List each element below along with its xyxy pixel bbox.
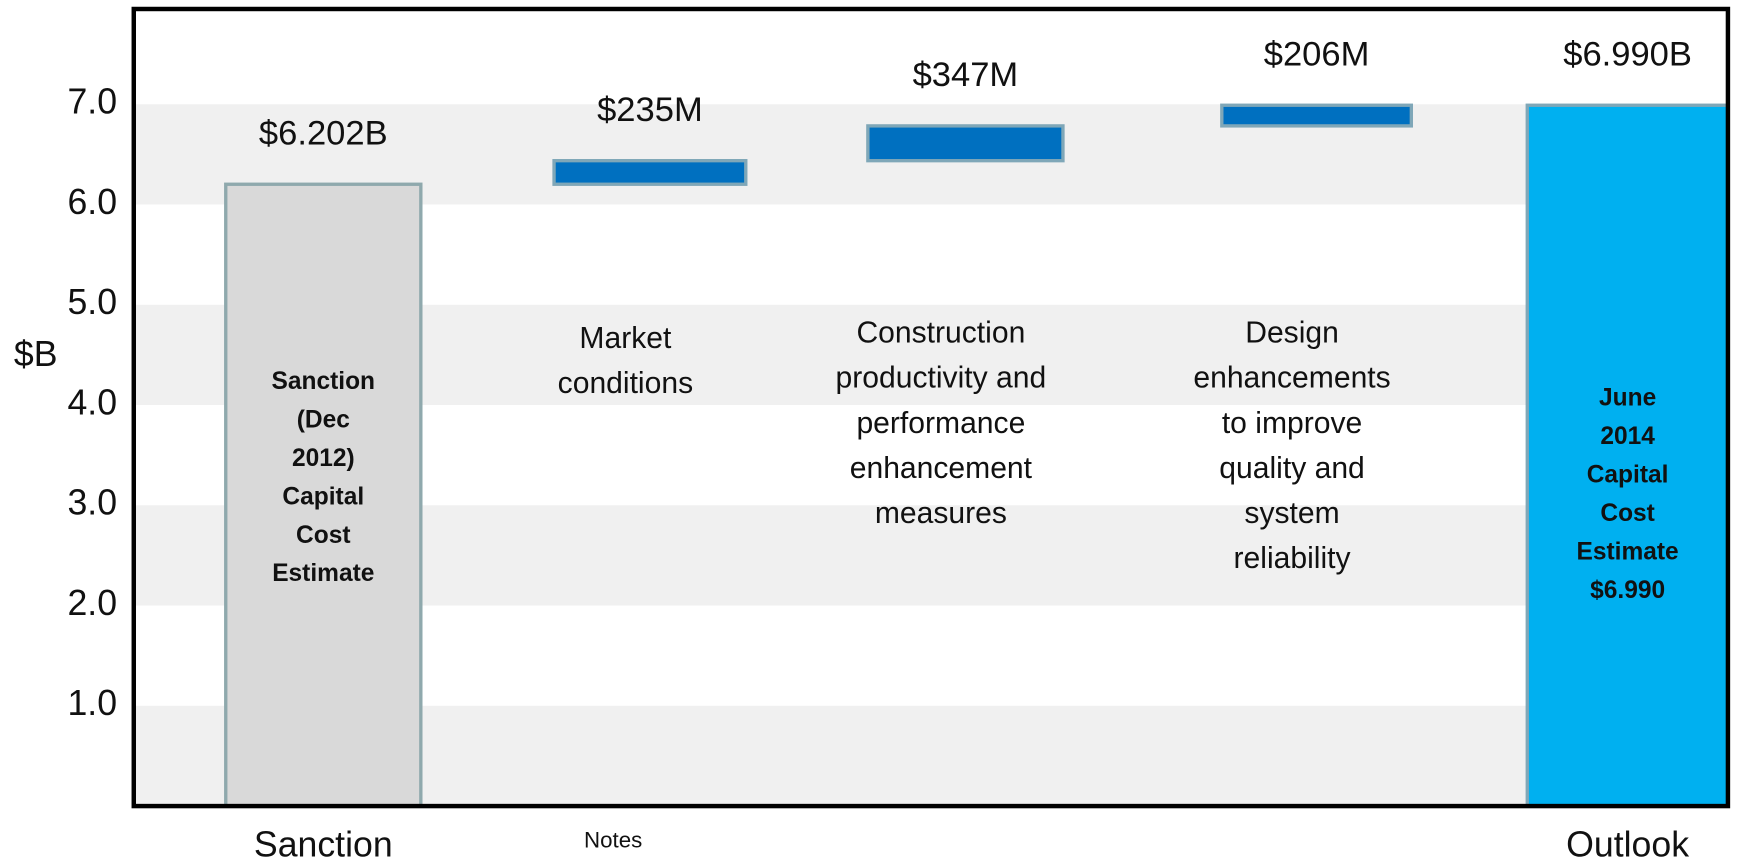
bar-text: Sanction (272, 368, 376, 395)
bar-text: (Dec (297, 406, 350, 433)
y-tick-label: 2.0 (67, 583, 117, 623)
bar (866, 124, 1065, 163)
value-label: $6.202B (259, 114, 388, 152)
bar (224, 182, 423, 808)
value-label: $206M (1264, 35, 1370, 73)
description: productivity and (836, 362, 1047, 395)
description: Construction (856, 316, 1025, 349)
bar-text: Estimate (272, 560, 374, 587)
x-tick-label: Sanction (254, 825, 393, 863)
description: reliability (1234, 542, 1351, 575)
bar-text: Cost (296, 522, 350, 549)
bar-text: Cost (1600, 500, 1654, 527)
y-tick-label: 7.0 (67, 82, 117, 122)
y-tick-label: 6.0 (67, 182, 117, 222)
value-label: $347M (913, 56, 1019, 94)
value-label: $6.990B (1563, 35, 1692, 73)
y-tick-label: 1.0 (67, 683, 117, 723)
bar-text: 2012) (292, 445, 355, 472)
bar-text: Capital (282, 483, 364, 510)
bar-text: Estimate (1577, 538, 1679, 565)
bar-text: 2014 (1600, 423, 1655, 450)
bar (1525, 103, 1730, 808)
description: system (1244, 497, 1339, 530)
y-tick-label: 3.0 (67, 483, 117, 523)
description: Design (1245, 316, 1339, 349)
bar-text: $6.990 (1590, 577, 1665, 604)
description: to improve (1222, 407, 1362, 440)
description: measures (875, 497, 1007, 530)
description: performance (856, 407, 1025, 440)
value-label: $235M (597, 91, 703, 129)
bar-text: June (1599, 385, 1656, 412)
x-tick-label: Outlook (1566, 825, 1689, 863)
description: Market (579, 322, 672, 355)
description: quality and (1219, 452, 1365, 485)
marks (224, 103, 1730, 808)
description: enhancement (850, 452, 1033, 485)
description: enhancements (1193, 362, 1390, 395)
bar (1220, 103, 1414, 128)
y-tick-label: 5.0 (67, 282, 117, 322)
bar (552, 159, 748, 186)
y-tick-label: 4.0 (67, 382, 117, 422)
plot-frame (131, 6, 1731, 809)
y-axis-label: $B (14, 334, 58, 374)
description: conditions (558, 367, 693, 400)
note: Notes (584, 828, 642, 853)
bar-text: Capital (1587, 462, 1669, 489)
